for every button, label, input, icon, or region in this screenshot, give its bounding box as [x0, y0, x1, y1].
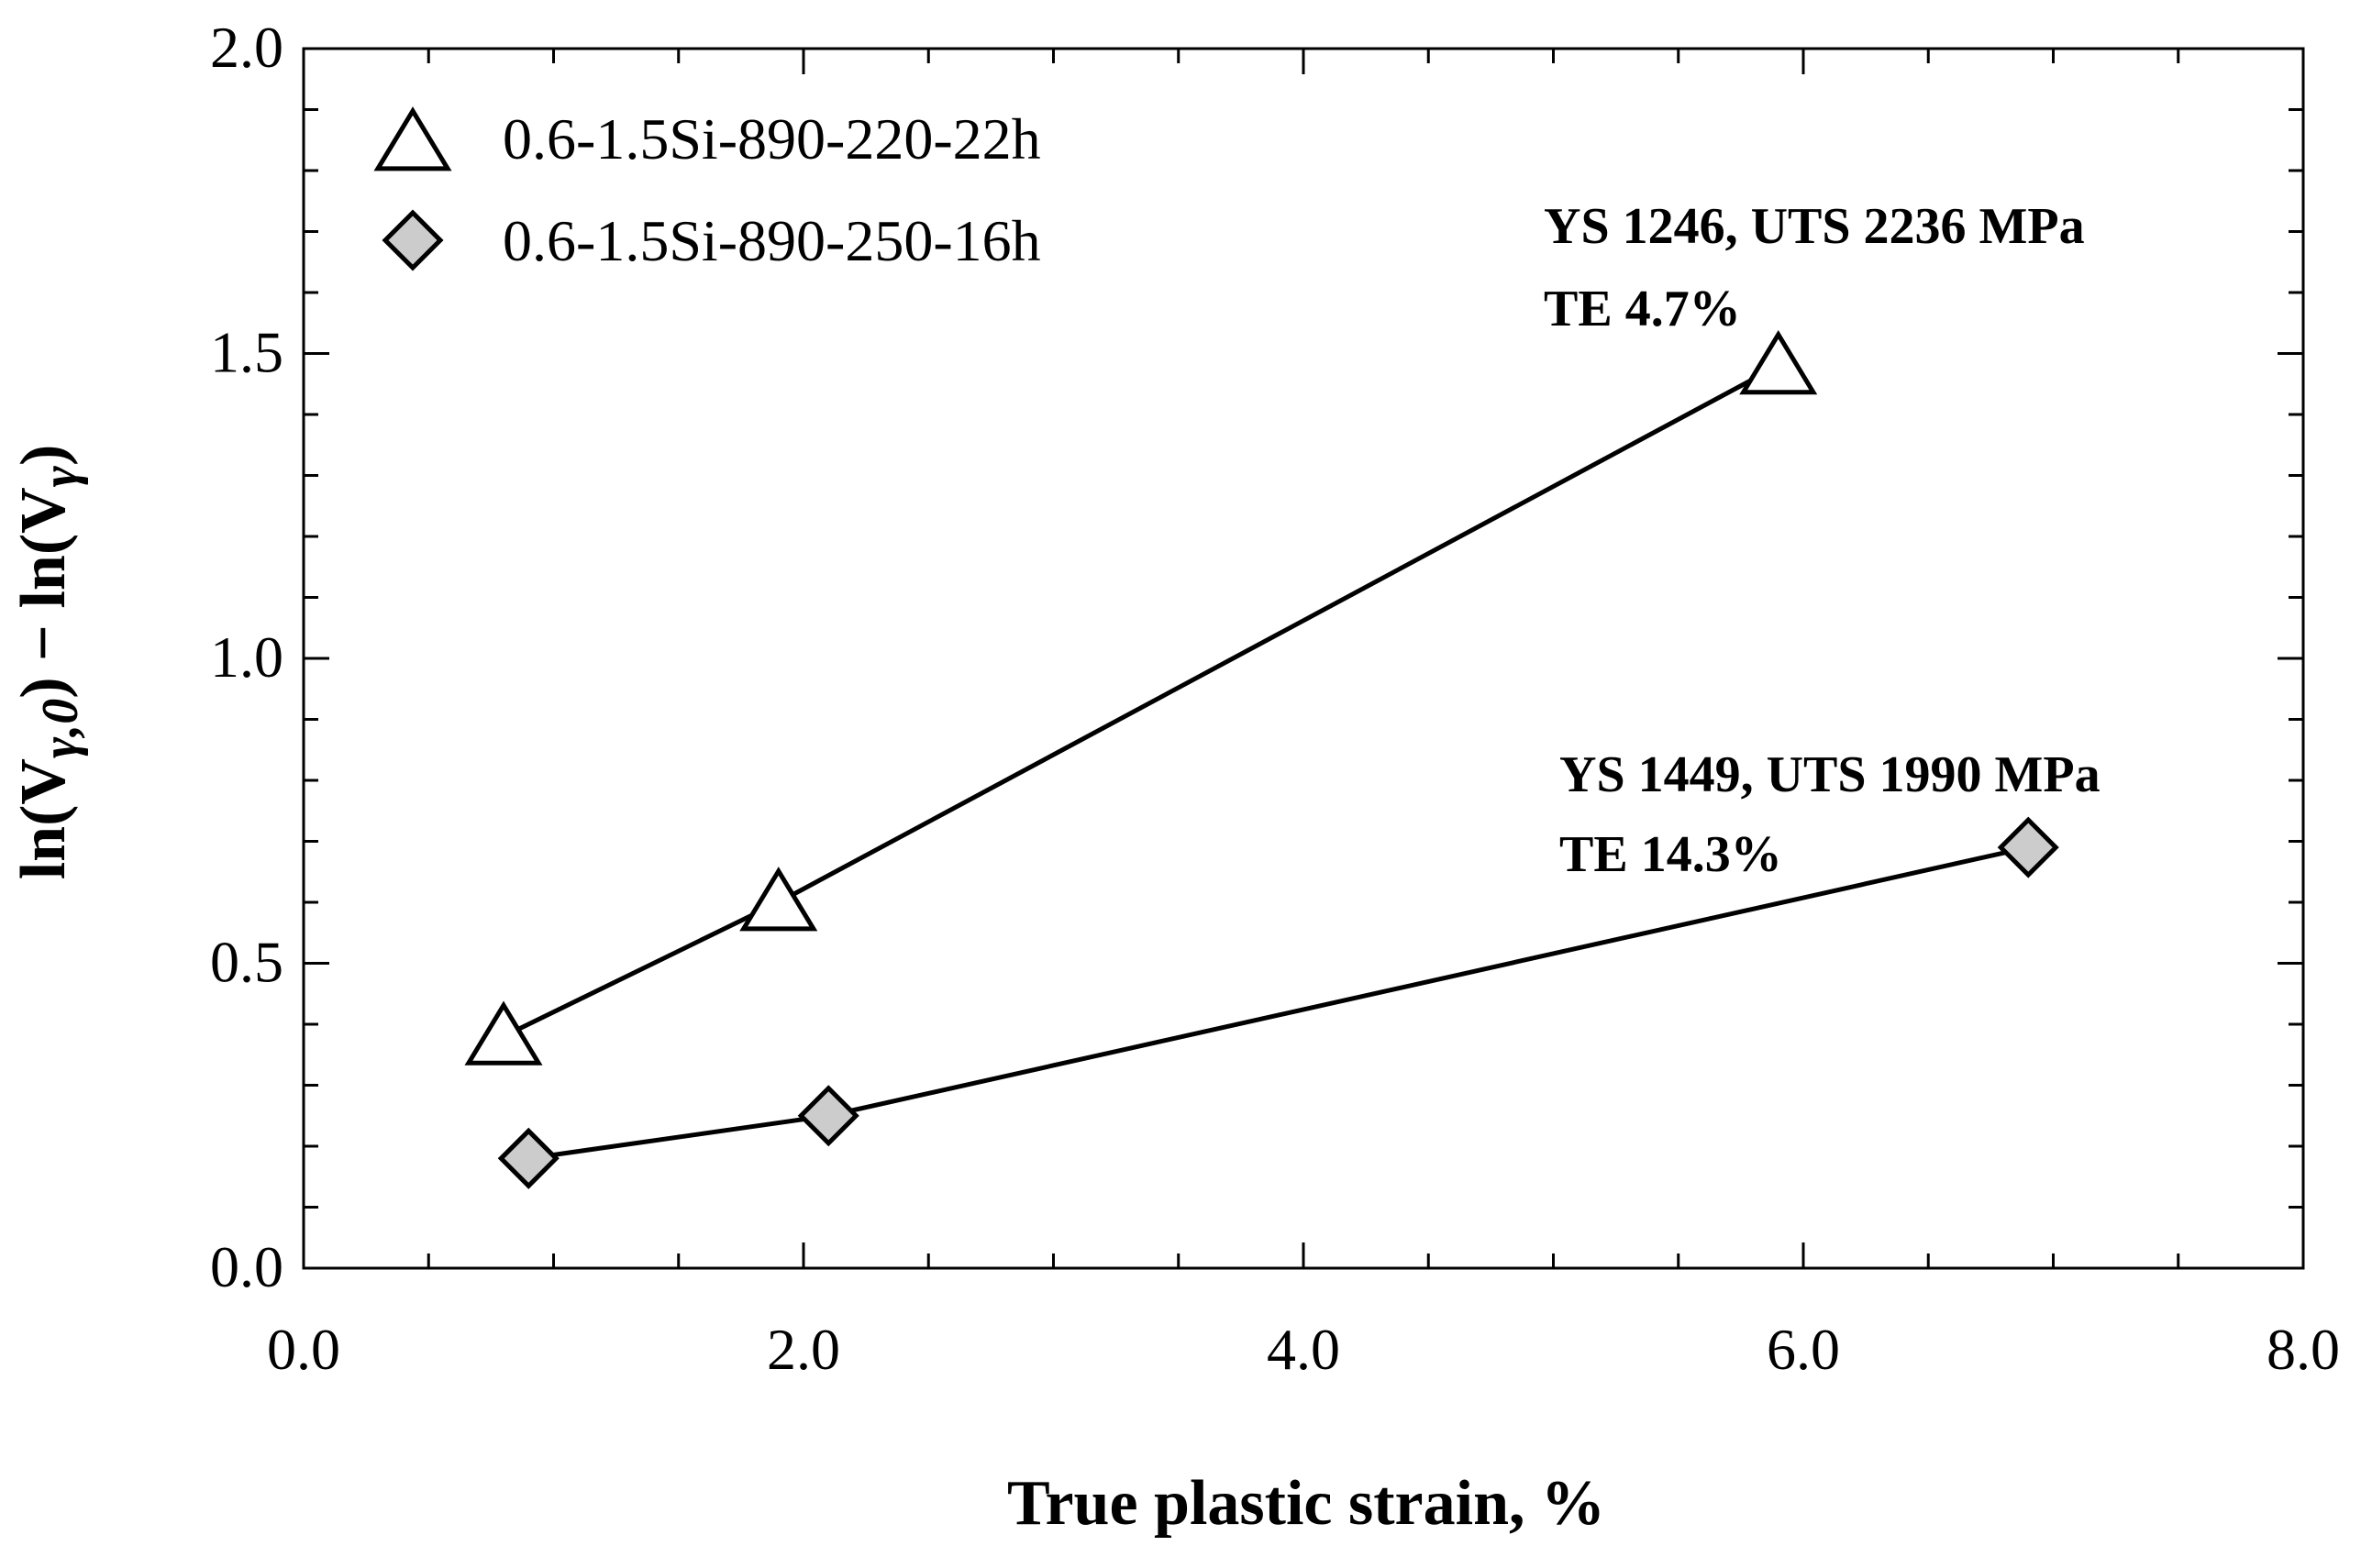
legend-label: 0.6-1.5Si-890-220-22h	[503, 106, 1041, 171]
y-axis-title: ln(Vγ,0) − ln(Vγ)	[8, 445, 89, 880]
x-tick-label: 8.0	[2267, 1317, 2340, 1382]
legend-marker-triangle	[378, 111, 448, 169]
diamond-point	[801, 1088, 856, 1143]
annotations: YS 1246, UTS 2236 MPa TE 4.7% YS 1449, UTS…	[1544, 198, 2101, 883]
y-tick-label: 0.5	[210, 930, 283, 995]
y-tick-label: 2.0	[210, 15, 283, 80]
legend: 0.6-1.5Si-890-220-22h 0.6-1.5Si-890-250-1…	[378, 106, 1041, 273]
series-1	[469, 335, 1813, 1063]
triangle-point	[744, 871, 814, 929]
annotation-line: TE 4.7%	[1544, 281, 1741, 337]
x-axis-title: True plastic strain, %	[1007, 1468, 1605, 1539]
y-axis-title-part: ) − ln(V	[8, 487, 79, 698]
y-axis-title-sub: γ	[32, 465, 89, 487]
x-tick-label: 0.0	[267, 1317, 340, 1382]
annotation-line: TE 14.3%	[1559, 826, 1782, 883]
y-axis-title-sub: γ,0	[32, 699, 89, 758]
x-tick-label: 4.0	[1267, 1317, 1340, 1382]
legend-marker-diamond	[385, 213, 440, 268]
triangle-point	[469, 1005, 538, 1063]
annotation-line: YS 1449, UTS 1990 MPa	[1559, 746, 2101, 803]
y-tick-label: 1.0	[210, 624, 283, 690]
series-line	[504, 366, 1779, 1037]
x-tick-label: 2.0	[767, 1317, 840, 1382]
y-axis-title-part: )	[8, 445, 79, 466]
y-tick-label: 1.5	[210, 320, 283, 385]
diamond-point	[2001, 820, 2056, 875]
x-tick-label: 6.0	[1767, 1317, 1840, 1382]
y-tick-label: 0.0	[210, 1234, 283, 1299]
y-axis-title-part: ln(V	[8, 758, 79, 879]
series-2	[501, 820, 2056, 1186]
annotation-line: YS 1246, UTS 2236 MPa	[1544, 198, 2085, 255]
legend-label: 0.6-1.5Si-890-250-16h	[503, 208, 1041, 273]
diamond-point	[501, 1131, 556, 1186]
series-line	[528, 847, 2028, 1158]
triangle-point	[1744, 335, 1813, 392]
